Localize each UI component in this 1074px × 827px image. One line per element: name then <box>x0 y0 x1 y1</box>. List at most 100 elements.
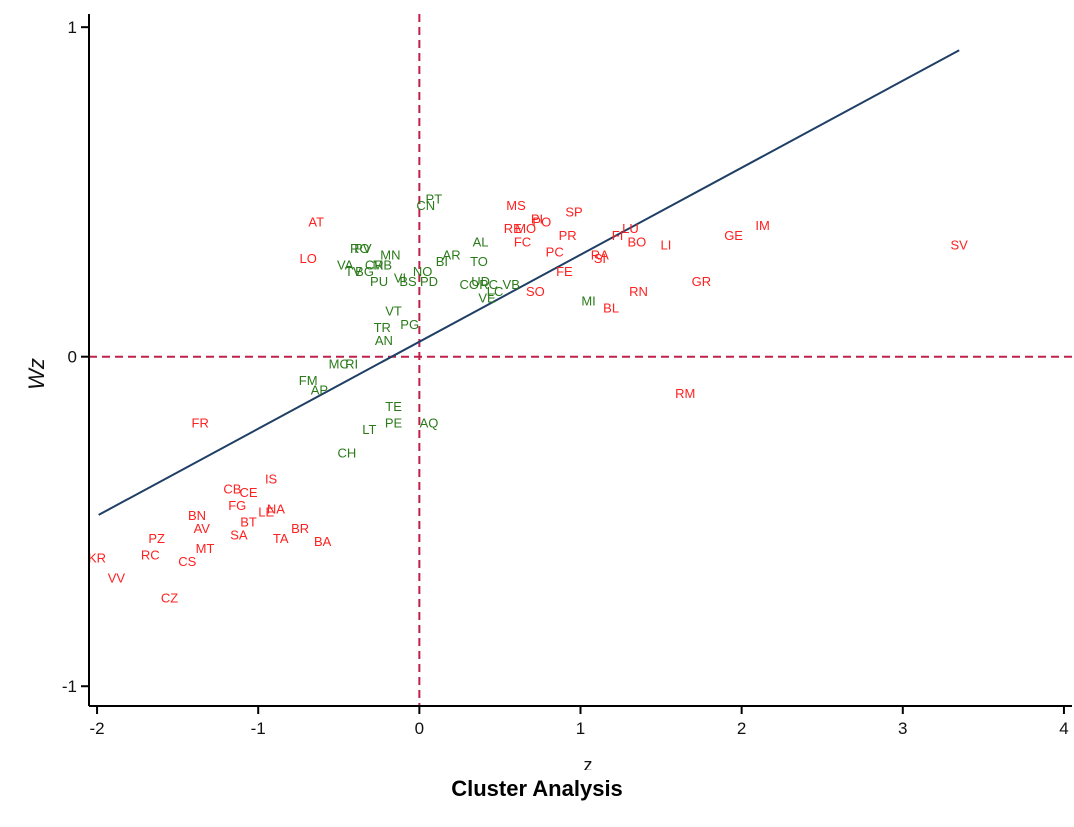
point-label: BR <box>291 521 309 536</box>
point-label: TE <box>385 399 402 414</box>
point-label: TA <box>273 531 289 546</box>
point-label: AV <box>194 521 211 536</box>
point-label: GR <box>692 274 712 289</box>
point-label: LO <box>299 251 316 266</box>
point-label: VE <box>478 290 496 305</box>
point-label: SO <box>526 284 545 299</box>
y-tick-label: -1 <box>62 677 77 696</box>
point-label: BO <box>628 234 647 249</box>
x-tick-label: 2 <box>737 719 746 738</box>
y-tick-label: 1 <box>68 18 77 37</box>
point-label: IM <box>755 218 769 233</box>
point-label: RM <box>675 386 695 401</box>
point-label: BI <box>436 254 448 269</box>
point-label: MB <box>373 257 393 272</box>
point-label: PI <box>531 211 543 226</box>
point-label: NA <box>267 501 285 516</box>
point-label: FR <box>192 416 209 431</box>
point-label: BA <box>314 534 332 549</box>
point-label: SV <box>951 238 969 253</box>
y-tick-label: 0 <box>68 348 77 367</box>
point-label: VB <box>503 277 520 292</box>
point-label: RA <box>591 248 609 263</box>
point-label: AP <box>311 383 328 398</box>
point-label: PV <box>354 241 372 256</box>
point-label: FI <box>612 228 624 243</box>
point-label: FE <box>556 264 573 279</box>
point-label: CR <box>365 257 384 272</box>
point-label: MI <box>581 294 595 309</box>
point-label: VI <box>394 271 406 286</box>
regression-line-layer <box>98 49 960 516</box>
x-tick-label: 1 <box>576 719 585 738</box>
point-label: LT <box>362 422 376 437</box>
point-label: LI <box>660 238 671 253</box>
point-label: MS <box>506 198 526 213</box>
point-label: PE <box>385 416 403 431</box>
x-tick-label: 4 <box>1059 719 1068 738</box>
point-label: AN <box>375 333 393 348</box>
point-label: CO <box>460 277 480 292</box>
point-label: BS <box>399 274 417 289</box>
point-label: SI <box>594 251 606 266</box>
x-tick-label: -2 <box>89 719 104 738</box>
point-label: PT <box>426 192 443 207</box>
point-label: PZ <box>148 531 165 546</box>
point-label: RO <box>350 241 370 256</box>
reference-lines <box>89 14 1072 706</box>
point-label: TR <box>374 320 391 335</box>
point-label: PO <box>532 215 551 230</box>
point-label: CE <box>240 485 258 500</box>
point-label: CS <box>178 554 196 569</box>
point-label: MO <box>515 221 536 236</box>
point-label: BN <box>188 508 206 523</box>
point-label: RN <box>629 284 648 299</box>
point-label: PD <box>420 274 438 289</box>
point-label: RC <box>141 547 160 562</box>
figure-caption: Cluster Analysis <box>451 776 623 801</box>
point-label: MC <box>329 356 349 371</box>
point-label: BT <box>240 514 257 529</box>
point-label: AR <box>443 248 461 263</box>
point-label: AL <box>473 234 489 249</box>
point-label: AQ <box>420 416 439 431</box>
axes: -2 -1 0 1 2 3 4 -1 0 1 <box>62 14 1072 738</box>
point-label: AT <box>308 215 324 230</box>
point-label: FG <box>228 498 246 513</box>
point-label: SA <box>230 528 248 543</box>
point-label: SP <box>565 205 582 220</box>
point-label: TO <box>470 254 488 269</box>
x-tick-label: 0 <box>415 719 424 738</box>
point-label: PG <box>400 317 419 332</box>
x-axis-label: z <box>584 755 593 770</box>
point-label: VV <box>108 570 126 585</box>
regression-line <box>98 49 960 516</box>
y-axis-label: Wz <box>24 358 49 390</box>
point-label: BG <box>355 264 374 279</box>
point-label: CZ <box>161 590 178 605</box>
point-label: PC <box>546 244 564 259</box>
point-label: RC <box>479 277 498 292</box>
point-label: BL <box>603 300 619 315</box>
point-label: KR <box>88 551 106 566</box>
point-label: PU <box>370 274 388 289</box>
point-label: LU <box>622 221 639 236</box>
point-label: UD <box>471 274 490 289</box>
point-label: RE <box>504 221 522 236</box>
point-label: CN <box>416 198 435 213</box>
point-label: TV <box>345 264 362 279</box>
point-label: PR <box>559 228 577 243</box>
x-tick-label: 3 <box>898 719 907 738</box>
point-label: MN <box>380 248 400 263</box>
point-label: FM <box>299 373 318 388</box>
point-label: FC <box>514 234 531 249</box>
point-label: GE <box>724 228 743 243</box>
point-label: LC <box>487 284 504 299</box>
point-label: NO <box>413 264 433 279</box>
point-label: CB <box>223 482 241 497</box>
point-label: VA <box>337 257 354 272</box>
point-label: LE <box>258 505 274 520</box>
point-label: VT <box>385 304 402 319</box>
